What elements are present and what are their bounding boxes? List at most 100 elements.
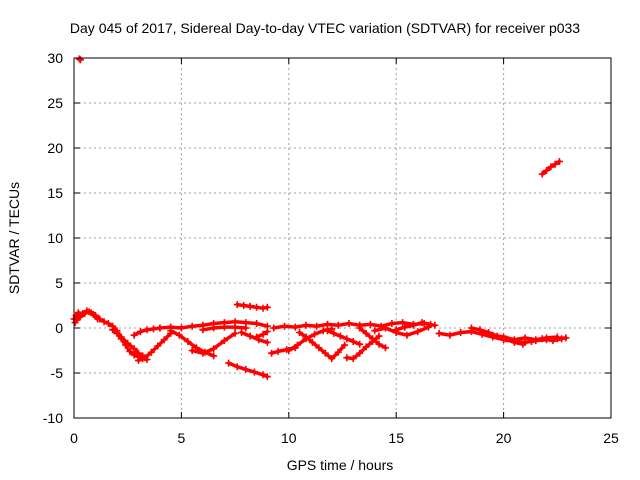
data-point (418, 319, 426, 327)
data-point (268, 349, 276, 357)
data-point (293, 341, 301, 349)
data-point (510, 336, 518, 344)
data-point (134, 356, 142, 364)
data-point (233, 363, 241, 371)
data-point (263, 328, 271, 336)
series-trace (529, 337, 564, 344)
data-point (233, 301, 241, 309)
data-point (81, 310, 89, 318)
data-point (403, 331, 411, 339)
data-point (94, 315, 102, 323)
x-tick-label: 15 (388, 430, 404, 446)
data-point (313, 322, 321, 330)
data-point (478, 329, 486, 336)
x-tick-label: 10 (281, 430, 297, 446)
data-point (369, 335, 377, 343)
data-point (143, 326, 151, 334)
data-point (375, 340, 383, 348)
data-point (323, 327, 331, 335)
data-point (130, 351, 138, 359)
data-point (366, 320, 374, 328)
y-tick-label: 5 (55, 275, 63, 291)
series-s23 (356, 324, 389, 352)
data-point (75, 55, 83, 63)
gridlines (74, 58, 611, 418)
data-point (246, 332, 254, 340)
series-s20 (296, 329, 349, 363)
data-point (199, 326, 207, 334)
data-point (302, 321, 310, 329)
data-point (100, 318, 108, 326)
data-point (263, 303, 271, 311)
data-point (356, 324, 364, 332)
data-point (371, 327, 379, 335)
data-point (253, 303, 261, 311)
data-point (543, 167, 551, 174)
data-point (253, 320, 261, 327)
data-point (149, 325, 157, 333)
data-point (220, 323, 228, 331)
data-point (343, 354, 351, 362)
data-point (349, 338, 357, 345)
data-point (160, 336, 168, 344)
y-axis-label: SDTVAR / TECUs (6, 182, 22, 294)
data-point (263, 338, 271, 346)
data-point (154, 342, 162, 350)
data-point (220, 337, 228, 345)
x-tick-label: 5 (178, 430, 186, 446)
data-point (242, 365, 250, 373)
data-point (130, 331, 138, 339)
data-point (521, 334, 529, 342)
data-point (124, 339, 132, 347)
data-point (113, 329, 121, 336)
data-point (231, 329, 239, 337)
data-point (75, 313, 83, 321)
x-tick-label: 25 (603, 430, 619, 446)
data-point (281, 322, 289, 330)
data-point (259, 304, 267, 312)
data-point (356, 349, 364, 357)
axis-ticks: 0 5 10 15 20 25 -10 -5 0 5 10 15 20 25 30 (43, 50, 619, 446)
series-s13 (225, 359, 271, 381)
data-point (291, 323, 299, 331)
data-point (311, 330, 319, 338)
series-s9 (156, 318, 271, 332)
y-tick-label: 25 (47, 95, 63, 111)
data-point (130, 345, 138, 353)
data-point (334, 321, 342, 329)
data-point (315, 344, 323, 352)
series-s8 (130, 324, 164, 339)
data-point (104, 320, 112, 327)
series-s14 (233, 301, 271, 312)
data-point (519, 340, 527, 348)
data-point (188, 322, 196, 330)
data-point (184, 338, 192, 345)
data-point (167, 327, 175, 335)
data-point (336, 332, 344, 340)
y-tick-label: -10 (43, 410, 63, 426)
data-point (246, 302, 254, 310)
series-trace (239, 330, 270, 345)
data-point (547, 163, 555, 171)
data-point (210, 324, 218, 332)
data-point (85, 308, 93, 316)
data-point (74, 309, 82, 317)
data-point (231, 323, 239, 331)
data-point (401, 323, 409, 331)
data-point (126, 347, 134, 355)
data-point (156, 324, 164, 332)
data-point (457, 329, 465, 336)
y-tick-label: 30 (47, 50, 63, 66)
data-point (330, 329, 338, 337)
data-point (414, 328, 422, 336)
data-point (285, 347, 293, 354)
y-tick-label: -5 (51, 365, 64, 381)
data-point (431, 321, 439, 329)
series-s21 (323, 327, 364, 348)
data-point (137, 328, 145, 336)
data-point (259, 330, 267, 338)
data-point (343, 335, 351, 343)
data-point (296, 329, 304, 336)
series-s25 (392, 319, 435, 334)
